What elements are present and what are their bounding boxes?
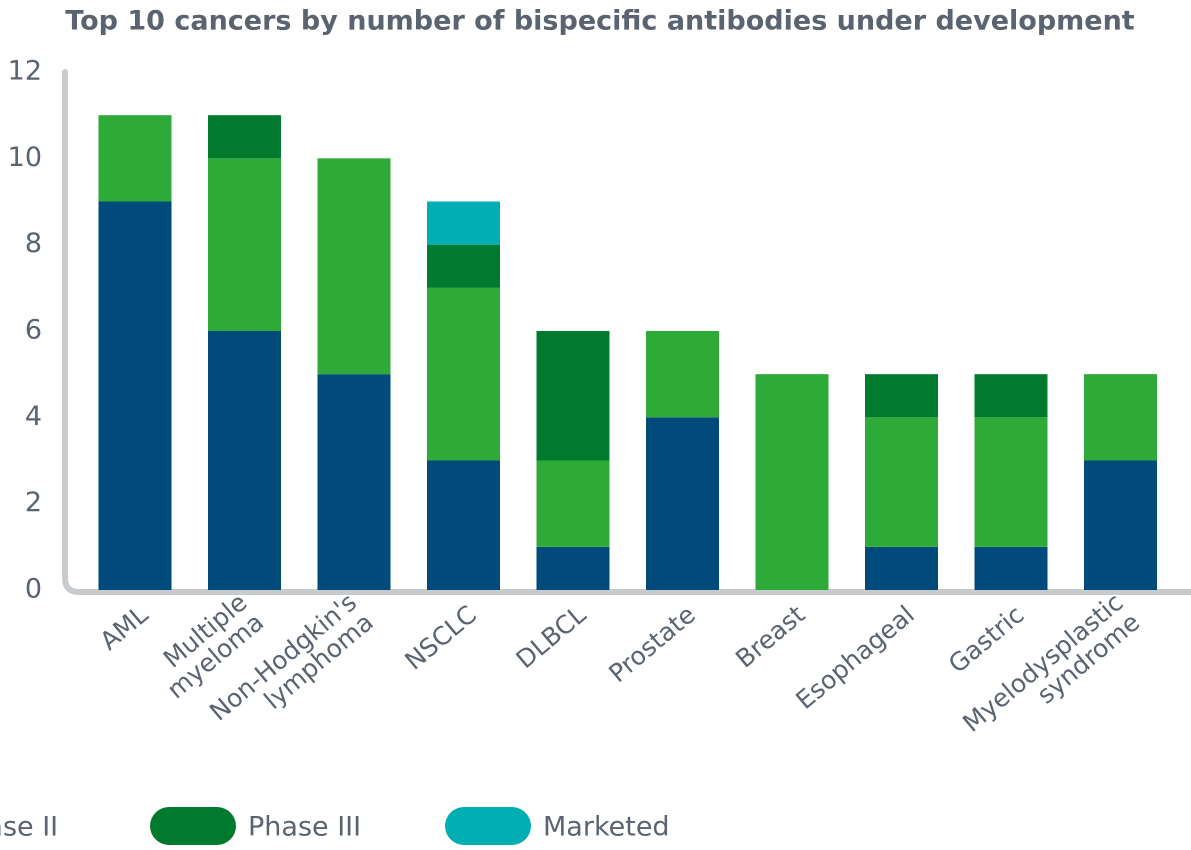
bar-segment — [98, 201, 172, 590]
x-tick-label: Breast — [730, 600, 810, 674]
bar-segment — [646, 417, 719, 590]
bar-segment — [1084, 374, 1157, 461]
bar-segment — [208, 115, 281, 159]
bar-segment — [974, 417, 1048, 547]
bar-segment — [865, 374, 938, 418]
bar-segment — [974, 374, 1048, 418]
y-tick-label: 12 — [8, 56, 42, 87]
bar-segment — [317, 158, 391, 375]
x-tick-label-group: AML — [94, 600, 153, 656]
legend-label: Phase III — [248, 812, 361, 843]
axis-line — [62, 69, 1191, 595]
bar-segment — [1084, 460, 1157, 590]
bar-segment — [317, 374, 391, 590]
bar-segment — [208, 331, 281, 590]
x-tick-label-group: Esophageal — [790, 600, 919, 715]
x-tick-label-group: Prostate — [603, 600, 701, 688]
x-tick-label: AML — [94, 600, 153, 656]
bar-segment — [208, 158, 281, 331]
bar-segment — [427, 287, 500, 461]
bar-segment — [755, 374, 829, 590]
y-tick-label: 8 — [25, 228, 42, 259]
bar-segment — [974, 546, 1048, 590]
bar-segment — [427, 244, 500, 288]
x-tick-label-group: Breast — [730, 600, 810, 674]
legend-label: Marketed — [543, 812, 670, 843]
y-tick-label: 6 — [25, 315, 42, 346]
bar-segment — [427, 460, 500, 590]
legend-swatch — [150, 807, 236, 845]
bar-segment — [865, 417, 938, 547]
x-tick-label-group: NSCLC — [399, 600, 482, 676]
y-tick-label: 4 — [25, 401, 42, 432]
chart-title: Top 10 cancers by number of bispecific a… — [65, 6, 1135, 37]
bar-segment — [536, 546, 610, 590]
x-tick-label-group: DLBCL — [510, 600, 591, 675]
legend-label: Phase II — [0, 812, 58, 843]
bar-segment — [98, 115, 172, 202]
bar-segment — [427, 201, 500, 245]
x-tick-label: Esophageal — [790, 600, 919, 715]
x-tick-label: NSCLC — [399, 600, 482, 676]
x-tick-label: Prostate — [603, 600, 701, 688]
y-tick-label: 2 — [25, 487, 42, 518]
bar-segment — [536, 331, 610, 461]
y-tick-label: 0 — [25, 574, 42, 605]
y-tick-label: 10 — [8, 142, 42, 173]
x-tick-label: DLBCL — [510, 600, 591, 675]
legend-swatch — [445, 807, 531, 845]
bar-segment — [536, 460, 610, 547]
bar-segment — [646, 331, 719, 418]
bar-segment — [865, 546, 938, 590]
